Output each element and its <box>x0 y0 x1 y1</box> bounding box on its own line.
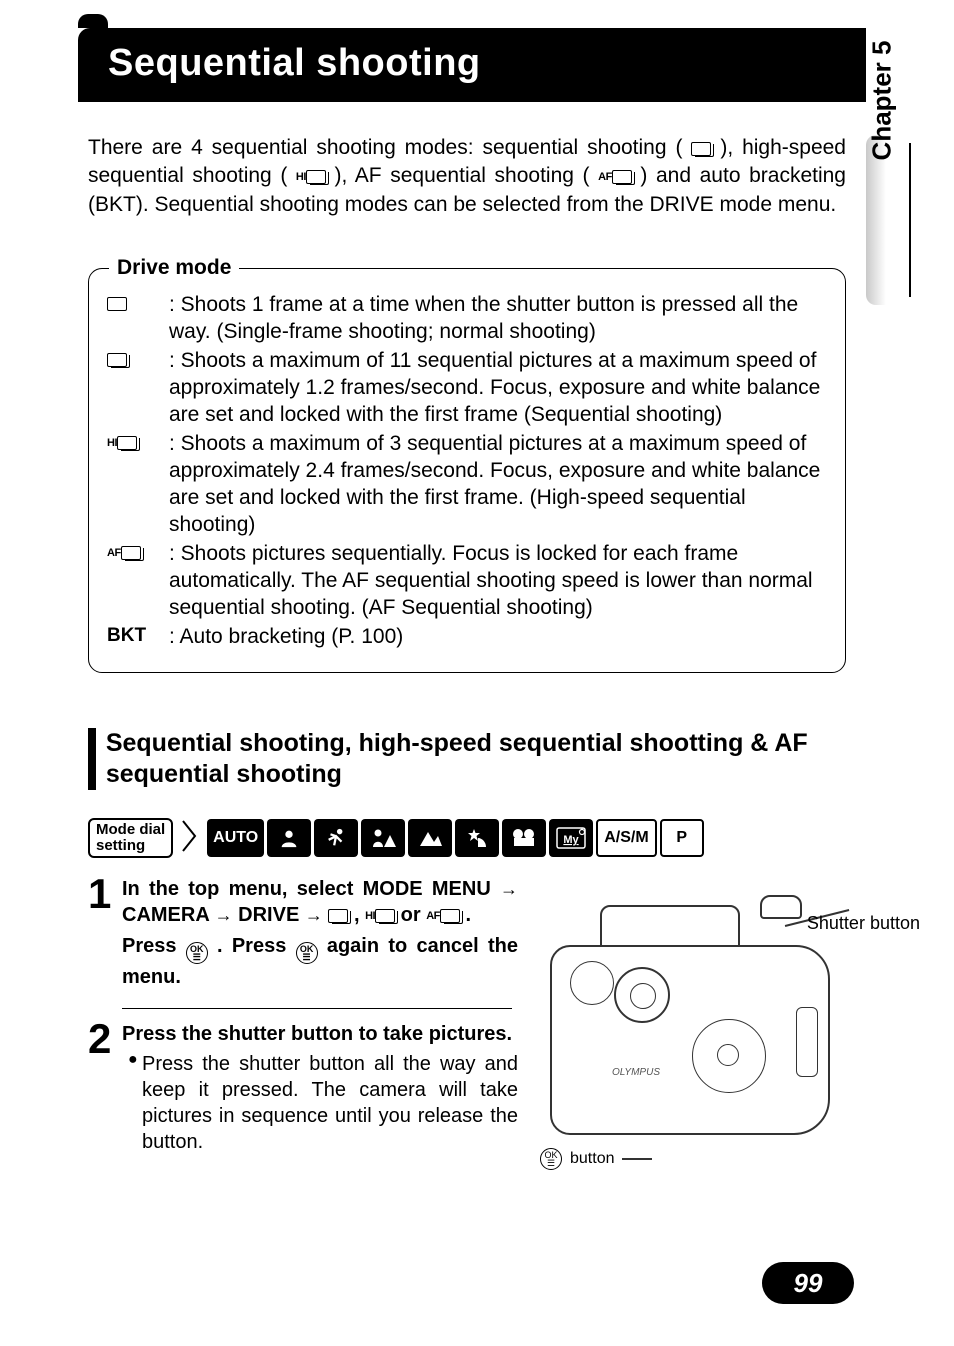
bkt-icon: BKT <box>107 623 169 650</box>
mode-portrait-icon <box>267 819 311 857</box>
sequential-icon <box>691 142 711 156</box>
page-title: Sequential shooting <box>108 42 481 84</box>
sequential-icon <box>328 909 348 923</box>
afseq-icon <box>612 170 632 184</box>
step-1-line1: In the top menu, select MODE MENU → CAME… <box>122 876 518 929</box>
page-number-text: 99 <box>794 1268 823 1299</box>
arrow-icon: → <box>215 905 233 925</box>
mode-asm: A/S/M <box>596 819 656 857</box>
mode-landscape-portrait-icon <box>361 819 405 857</box>
camera-body: OLYMPUS <box>550 945 830 1135</box>
mode-dial-label-box: Mode dial setting <box>88 818 173 858</box>
text: In the top menu, select MODE MENU <box>122 878 500 900</box>
drive-row-bkt: BKT : Auto bracketing (P. 100) <box>107 623 825 650</box>
ok-icon: OK☰ <box>296 942 318 964</box>
afseq-icon <box>440 909 460 923</box>
drive-desc: : Shoots pictures sequentially. Focus is… <box>169 540 825 621</box>
text: . Press <box>217 935 296 957</box>
subhead-bar <box>88 728 96 790</box>
afseq-icon: AF <box>107 540 169 621</box>
page-title-bar: Sequential shooting <box>78 28 866 102</box>
chapter-label: Chapter 5 <box>867 41 898 161</box>
mode-dial-arrow-icon <box>181 819 199 858</box>
camera-control-dial <box>692 1019 766 1093</box>
step-2-body: Press the shutter button to take picture… <box>122 1021 518 1155</box>
step-2-main: Press the shutter button to take picture… <box>122 1021 518 1047</box>
drive-desc: : Shoots a maximum of 3 sequential pictu… <box>169 430 825 538</box>
step-2-number: 2 <box>88 1021 122 1155</box>
af-prefix: AF <box>426 910 440 922</box>
drive-row-afseq: AF : Shoots pictures sequentially. Focus… <box>107 540 825 621</box>
step-1: 1 In the top menu, select MODE MENU → CA… <box>88 876 518 990</box>
drive-desc: : Auto bracketing (P. 100) <box>169 623 403 650</box>
text: . <box>465 904 471 926</box>
svg-text:My: My <box>564 834 580 846</box>
arrow-icon: → <box>305 905 323 925</box>
mode-dial-label-1: Mode dial <box>96 822 165 838</box>
ok-icon: OK☰ <box>540 1148 562 1170</box>
drive-row-single: : Shoots 1 frame at a time when the shut… <box>107 291 825 345</box>
camera-illustration: Shutter button OLYMPUS <box>540 895 860 1165</box>
af-prefix: AF <box>598 171 612 183</box>
page-number: 99 <box>762 1262 854 1304</box>
camera-grip <box>796 1007 818 1077</box>
hi-prefix: HI <box>365 910 375 922</box>
step-2-bullet-text: Press the shutter button all the way and… <box>142 1051 518 1155</box>
chapter-tab-line <box>909 143 911 297</box>
steps-column: 1 In the top menu, select MODE MENU → CA… <box>88 876 518 1173</box>
mode-movie-icon <box>502 819 546 857</box>
mode-dial-label-2: setting <box>96 838 165 854</box>
mode-sports-icon <box>314 819 358 857</box>
ok-button-label: button <box>570 1150 614 1168</box>
drive-row-hiseq: HI : Shoots a maximum of 3 sequential pi… <box>107 430 825 538</box>
bullet-dot: ● <box>128 1051 142 1155</box>
mode-night-icon <box>455 819 499 857</box>
drive-desc: : Shoots 1 frame at a time when the shut… <box>169 291 825 345</box>
drive-desc: : Shoots a maximum of 11 sequential pict… <box>169 347 825 428</box>
ok-callout-line <box>622 1158 652 1160</box>
shutter-button-label: Shutter button <box>807 913 920 934</box>
mode-auto: AUTO <box>207 819 264 857</box>
intro-paragraph: There are 4 sequential shooting modes: s… <box>88 134 846 219</box>
ok-button-callout: OK☰ button <box>540 1148 652 1170</box>
arrow-icon: → <box>500 879 518 899</box>
mode-p: P <box>660 819 704 857</box>
step-1-body: In the top menu, select MODE MENU → CAME… <box>122 876 518 990</box>
step-2: 2 Press the shutter button to take pictu… <box>88 1021 518 1155</box>
camera-ok-button <box>717 1044 739 1066</box>
single-frame-icon <box>107 291 169 345</box>
ok-icon: OK☰ <box>186 942 208 964</box>
camera-brand: OLYMPUS <box>612 1067 660 1078</box>
drive-mode-title: Drive mode <box>109 256 239 280</box>
subheading: Sequential shooting, high-speed sequenti… <box>88 728 846 790</box>
sequential-icon <box>107 347 169 428</box>
step-divider <box>122 1008 512 1009</box>
hiseq-icon: HI <box>107 430 169 538</box>
camera-zoom-dial <box>614 967 670 1023</box>
hi-prefix: HI <box>296 171 306 183</box>
text: Press <box>122 935 186 957</box>
mode-my: My <box>549 819 593 857</box>
mode-dial-row: Mode dial setting AUTO My A/S/M P <box>88 818 846 858</box>
step-2-bullet: ● Press the shutter button all the way a… <box>128 1051 518 1155</box>
camera-shutter-button <box>760 895 802 919</box>
chapter-tab <box>866 135 916 305</box>
mode-landscape-icon <box>408 819 452 857</box>
hiseq-icon <box>306 170 326 184</box>
subhead-text: Sequential shooting, high-speed sequenti… <box>106 728 846 790</box>
camera-mode-dial <box>570 961 614 1005</box>
mode-boxes: AUTO My A/S/M P <box>207 819 846 857</box>
text: DRIVE <box>238 904 305 926</box>
hiseq-icon <box>375 909 395 923</box>
text: CAMERA <box>122 904 215 926</box>
step-1-number: 1 <box>88 876 122 990</box>
drive-row-seq: : Shoots a maximum of 11 sequential pict… <box>107 347 825 428</box>
header-tab <box>78 14 108 28</box>
step-1-press: Press OK☰ . Press OK☰ again to cancel th… <box>122 933 518 990</box>
drive-mode-box: Drive mode : Shoots 1 frame at a time wh… <box>88 268 846 673</box>
text: or <box>401 904 421 926</box>
